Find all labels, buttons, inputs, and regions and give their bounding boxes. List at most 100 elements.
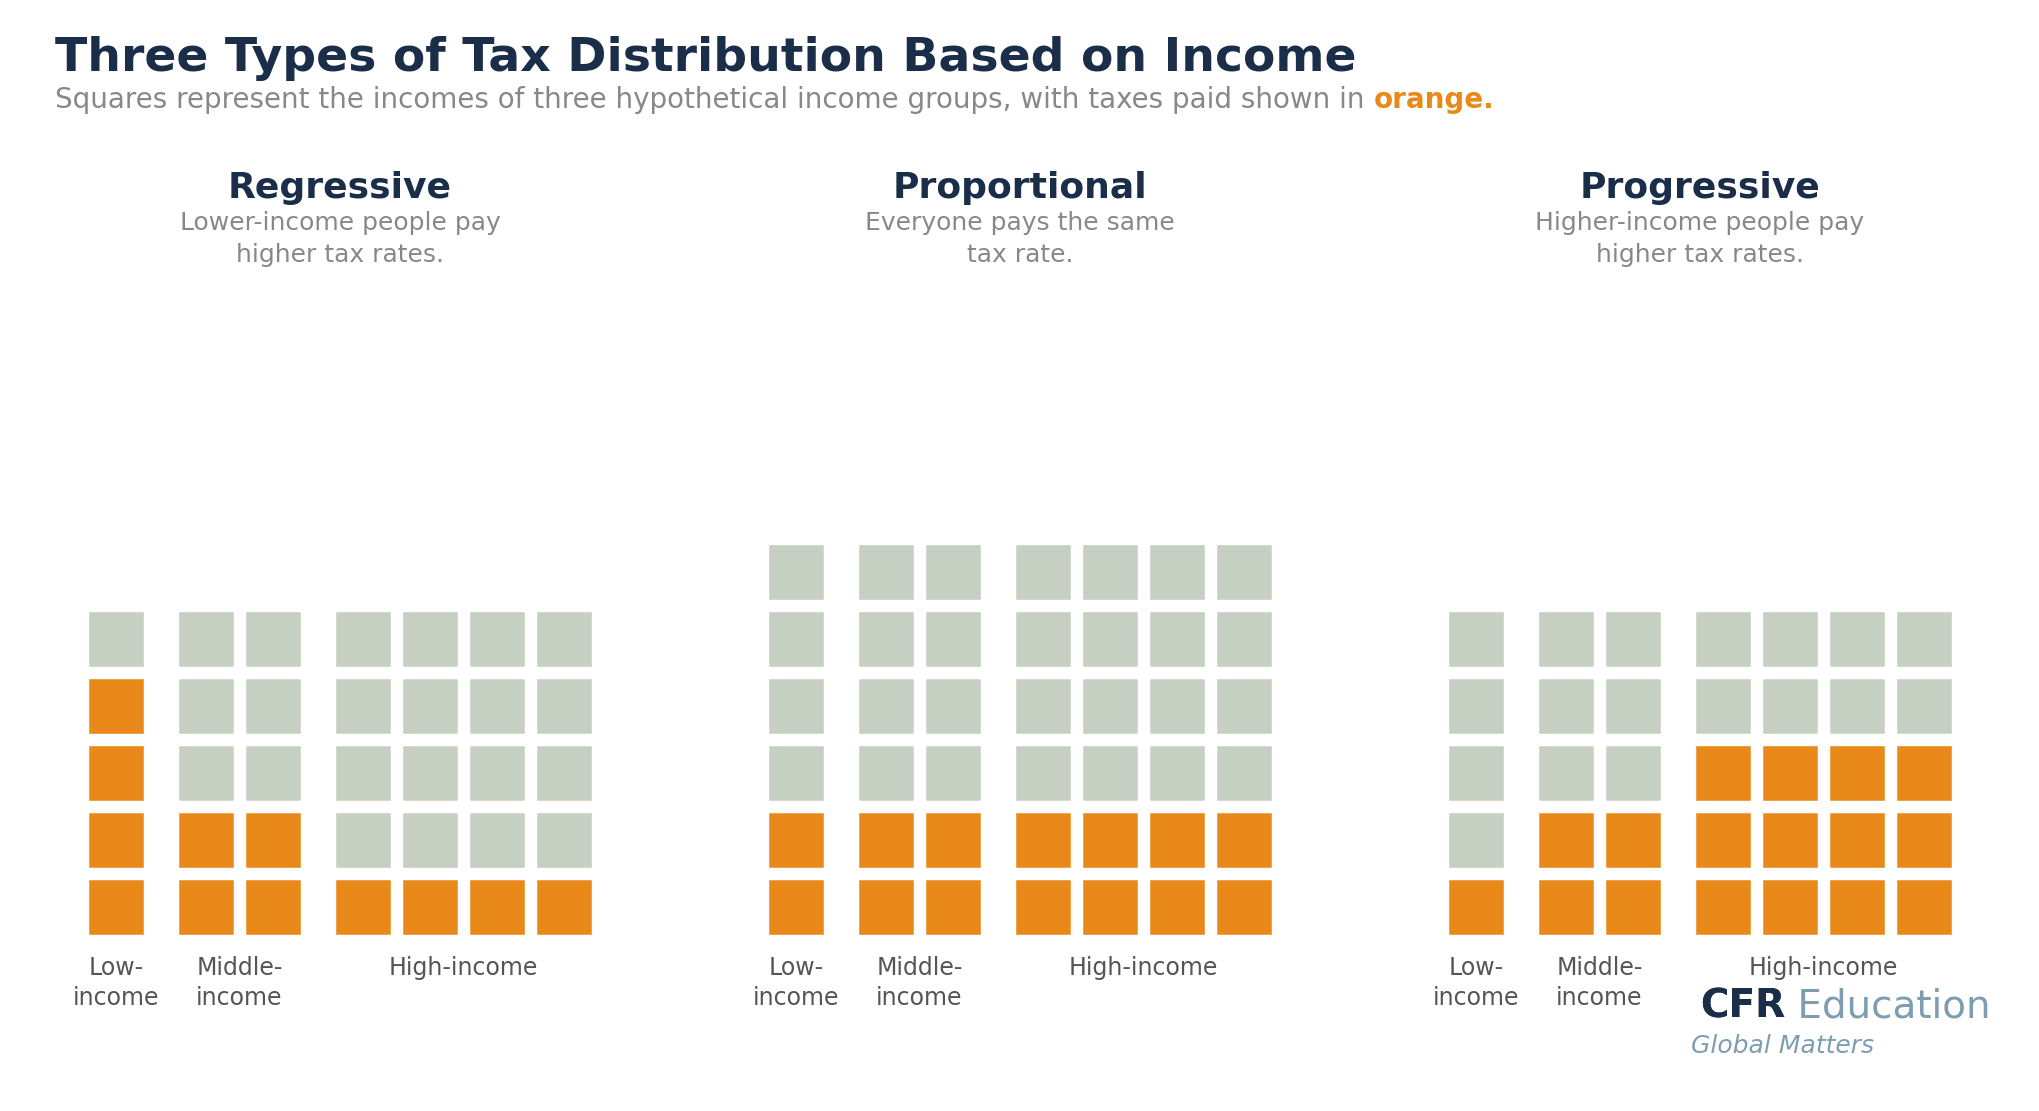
- Bar: [534, 744, 593, 802]
- Bar: [1535, 744, 1594, 802]
- Text: High-income: High-income: [1747, 955, 1896, 980]
- Bar: [1013, 677, 1070, 735]
- Bar: [767, 610, 824, 668]
- Text: Global Matters: Global Matters: [1690, 1034, 1874, 1058]
- Bar: [245, 677, 302, 735]
- Bar: [767, 878, 824, 935]
- Bar: [856, 610, 916, 668]
- Bar: [856, 811, 916, 869]
- Bar: [467, 677, 526, 735]
- Bar: [1894, 744, 1951, 802]
- Bar: [1215, 811, 1272, 869]
- Bar: [1894, 677, 1951, 735]
- Bar: [767, 744, 824, 802]
- Bar: [1827, 811, 1886, 869]
- Bar: [402, 677, 459, 735]
- Bar: [88, 811, 145, 869]
- Text: Middle-
income: Middle- income: [877, 955, 962, 1010]
- Text: CFR: CFR: [1698, 988, 1784, 1025]
- Bar: [1692, 811, 1752, 869]
- Bar: [534, 878, 593, 935]
- Bar: [1148, 744, 1205, 802]
- Bar: [924, 744, 981, 802]
- Bar: [1535, 878, 1594, 935]
- Bar: [1081, 811, 1138, 869]
- Bar: [1603, 677, 1662, 735]
- Bar: [1148, 543, 1205, 601]
- Bar: [1081, 610, 1138, 668]
- Bar: [1215, 677, 1272, 735]
- Bar: [1535, 677, 1594, 735]
- Bar: [1081, 744, 1138, 802]
- Text: orange.: orange.: [1372, 86, 1493, 114]
- Bar: [1215, 744, 1272, 802]
- Bar: [1535, 811, 1594, 869]
- Bar: [767, 811, 824, 869]
- Bar: [1603, 610, 1662, 668]
- Bar: [1894, 878, 1951, 935]
- Bar: [924, 610, 981, 668]
- Text: Regressive: Regressive: [228, 171, 453, 206]
- Bar: [856, 543, 916, 601]
- Bar: [1013, 543, 1070, 601]
- Bar: [534, 677, 593, 735]
- Bar: [467, 878, 526, 935]
- Bar: [1148, 610, 1205, 668]
- Bar: [402, 878, 459, 935]
- Bar: [924, 878, 981, 935]
- Bar: [1827, 744, 1886, 802]
- Bar: [1535, 610, 1594, 668]
- Bar: [1827, 610, 1886, 668]
- Bar: [924, 677, 981, 735]
- Bar: [245, 878, 302, 935]
- Text: Lower-income people pay
higher tax rates.: Lower-income people pay higher tax rates…: [179, 211, 500, 267]
- Text: CFR: CFR: [1698, 988, 1784, 1025]
- Bar: [245, 811, 302, 869]
- Bar: [1692, 677, 1752, 735]
- Bar: [88, 677, 145, 735]
- Bar: [402, 744, 459, 802]
- Bar: [1148, 677, 1205, 735]
- Bar: [88, 744, 145, 802]
- Bar: [1081, 878, 1138, 935]
- Bar: [1013, 811, 1070, 869]
- Bar: [1760, 744, 1819, 802]
- Text: Three Types of Tax Distribution Based on Income: Three Types of Tax Distribution Based on…: [55, 36, 1356, 81]
- Bar: [534, 610, 593, 668]
- Text: Middle-
income: Middle- income: [1556, 955, 1641, 1010]
- Bar: [402, 811, 459, 869]
- Bar: [1215, 543, 1272, 601]
- Bar: [1760, 878, 1819, 935]
- Bar: [1827, 677, 1886, 735]
- Text: High-income: High-income: [1068, 955, 1217, 980]
- Bar: [767, 677, 824, 735]
- Text: Proportional: Proportional: [893, 171, 1146, 206]
- Bar: [402, 610, 459, 668]
- Bar: [767, 543, 824, 601]
- Bar: [856, 677, 916, 735]
- Bar: [245, 744, 302, 802]
- Bar: [534, 811, 593, 869]
- Text: High-income: High-income: [389, 955, 538, 980]
- Bar: [177, 610, 234, 668]
- Bar: [924, 811, 981, 869]
- Bar: [177, 878, 234, 935]
- Bar: [1603, 744, 1662, 802]
- Bar: [856, 744, 916, 802]
- Bar: [1760, 811, 1819, 869]
- Bar: [334, 610, 391, 668]
- Bar: [1148, 811, 1205, 869]
- Text: Middle-
income: Middle- income: [196, 955, 283, 1010]
- Bar: [1760, 677, 1819, 735]
- Bar: [1013, 878, 1070, 935]
- Bar: [467, 811, 526, 869]
- Bar: [1081, 543, 1138, 601]
- Bar: [1692, 610, 1752, 668]
- Text: Low-
income: Low- income: [752, 955, 838, 1010]
- Bar: [334, 677, 391, 735]
- Bar: [334, 744, 391, 802]
- Text: Progressive: Progressive: [1578, 171, 1819, 206]
- Text: Squares represent the incomes of three hypothetical income groups, with taxes pa: Squares represent the incomes of three h…: [55, 86, 1372, 114]
- Text: Low-
income: Low- income: [1431, 955, 1519, 1010]
- Bar: [1446, 610, 1505, 668]
